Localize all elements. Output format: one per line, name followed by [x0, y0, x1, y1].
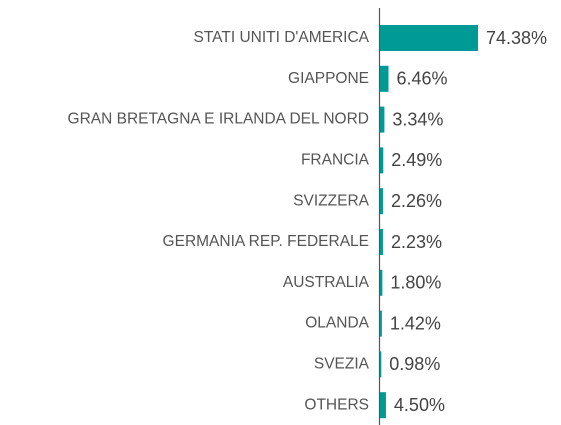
- bar: [380, 269, 383, 296]
- value-label: 1.42%: [390, 313, 441, 333]
- value-label: 3.34%: [392, 109, 443, 129]
- value-label: 2.49%: [391, 150, 442, 170]
- value-label: 74.38%: [486, 28, 547, 48]
- bar: [380, 147, 384, 174]
- value-label: 6.46%: [397, 69, 448, 89]
- bar: [380, 229, 383, 255]
- value-label: 1.80%: [390, 273, 441, 293]
- category-label: GRAN BRETAGNA E IRLANDA DEL NORD: [68, 111, 369, 128]
- bar: [380, 392, 386, 419]
- value-label: 0.98%: [389, 354, 440, 374]
- bar: [380, 65, 389, 92]
- category-label: OLANDA: [305, 315, 369, 332]
- bar: [380, 25, 478, 51]
- bar: [380, 188, 383, 215]
- category-label: FRANCIA: [301, 151, 370, 168]
- category-label: OTHERS: [304, 396, 369, 413]
- category-label: SVEZIA: [314, 355, 370, 372]
- value-label: 2.23%: [391, 232, 442, 252]
- category-label: GIAPPONE: [288, 70, 369, 87]
- value-label: 2.26%: [391, 191, 442, 211]
- value-label: 4.50%: [394, 395, 445, 415]
- bar: [380, 310, 382, 337]
- category-label: STATI UNITI D'AMERICA: [194, 29, 370, 46]
- category-label: SVIZZERA: [293, 192, 369, 209]
- bar: [380, 351, 382, 378]
- bar: [380, 106, 385, 133]
- category-label: AUSTRALIA: [283, 274, 370, 291]
- category-label: GERMANIA REP. FEDERALE: [163, 233, 369, 250]
